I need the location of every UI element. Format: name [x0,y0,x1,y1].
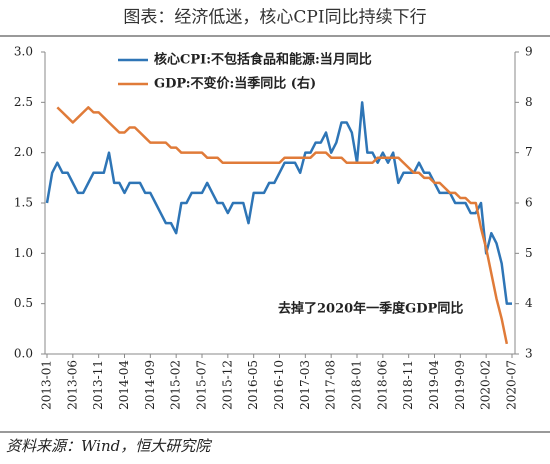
x-tick-label: 2018-11 [401,360,415,410]
y-tick-label: 0.5 [14,296,33,310]
x-tick-label: 2018-06 [375,360,389,410]
chart-title: 图表：经济低迷，核心CPI同比持续下行 [123,8,426,28]
y2-tick-label: 4 [525,296,533,310]
y-tick-label: 2.5 [14,95,33,109]
y2-tick-label: 7 [525,145,533,159]
y-tick-label: 1.0 [14,246,33,260]
x-tick-label: 2016-10 [272,360,286,410]
x-tick-label: 2014-04 [117,360,131,410]
x-tick-label: 2015-12 [220,360,234,410]
y-tick-label: 3.0 [14,45,33,59]
x-tick-label: 2019-09 [453,360,467,410]
y2-tick-label: 9 [525,45,533,59]
x-tick-label: 2020-02 [479,360,493,410]
x-tick-label: 2013-01 [40,360,54,410]
annotation: 去掉了2020年一季度GDP同比 [278,301,463,317]
x-tick-label: 2013-06 [65,360,79,410]
y-tick-label: 1.5 [14,196,33,210]
legend-label: 核心CPI:不包括食品和能源:当月同比 [154,52,372,68]
series-line [56,106,509,345]
x-tick-label: 2013-11 [91,360,105,410]
x-tick-label: 2017-08 [324,360,338,410]
y-tick-label: 2.0 [14,145,33,159]
x-tick-label: 2014-09 [143,360,157,410]
y2-tick-label: 5 [525,246,533,260]
y2-tick-label: 8 [525,95,533,109]
y2-tick-label: 3 [525,347,533,361]
x-tick-label: 2015-07 [195,360,209,410]
y-tick-label: 0.0 [14,347,33,361]
legend-label: GDP:不变价:当季同比 (右) [154,76,316,92]
x-tick-label: 2017-03 [298,360,312,410]
x-tick-label: 2018-01 [350,360,364,410]
x-tick-label: 2020-07 [505,360,519,410]
x-tick-label: 2019-04 [427,360,441,410]
source: 资料来源：Wind，恒大研究院 [6,437,212,455]
y2-tick-label: 6 [525,196,533,210]
x-tick-label: 2016-05 [246,360,260,410]
series-line [45,101,512,305]
x-tick-label: 2015-02 [169,360,183,410]
